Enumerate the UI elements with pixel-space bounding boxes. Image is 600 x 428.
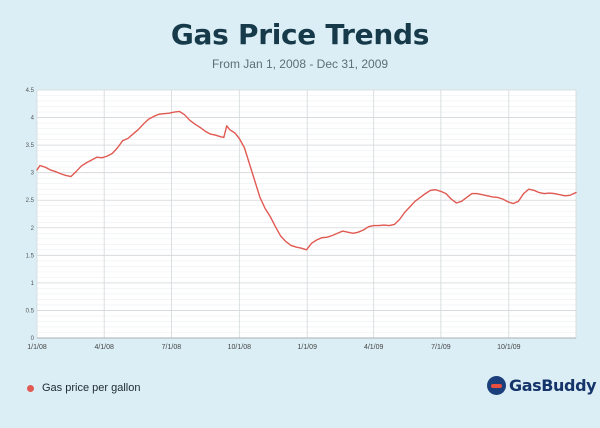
brand-name: GasBuddy [509,376,597,395]
y-tick-label: 2.5 [26,198,35,204]
y-tick-label: 3.5 [26,143,35,149]
x-tick-label: 4/1/08 [94,344,114,351]
x-tick-label: 4/1/09 [364,344,384,351]
x-tick-label: 1/1/08 [27,344,47,351]
x-tick-label: 1/1/09 [298,344,318,351]
plot-area [37,90,576,338]
y-tick-label: 4 [31,116,35,122]
x-tick-label: 10/1/08 [228,344,251,351]
y-tick-label: 3 [31,171,35,177]
page-subtitle: From Jan 1, 2008 - Dec 31, 2009 [211,57,389,71]
legend: Gas price per gallon [27,382,140,394]
x-tick-label: 7/1/09 [431,344,451,351]
x-tick-label: 7/1/08 [162,344,182,351]
y-tick-label: 2 [31,226,35,232]
y-tick-label: 0.5 [26,308,35,314]
legend-label: Gas price per gallon [42,382,141,394]
y-tick-label: 0 [31,336,35,342]
legend-marker [27,384,34,392]
x-tick-label: 10/1/09 [497,344,520,351]
series-line [36,110,577,251]
page-title: Gas Price Trends [170,18,430,51]
gasbuddy-logo-icon [487,376,506,395]
brand: GasBuddy [487,376,597,395]
y-tick-label: 1 [31,281,35,287]
y-tick-label: 4.5 [26,88,35,94]
y-tick-label: 1.5 [26,253,35,259]
